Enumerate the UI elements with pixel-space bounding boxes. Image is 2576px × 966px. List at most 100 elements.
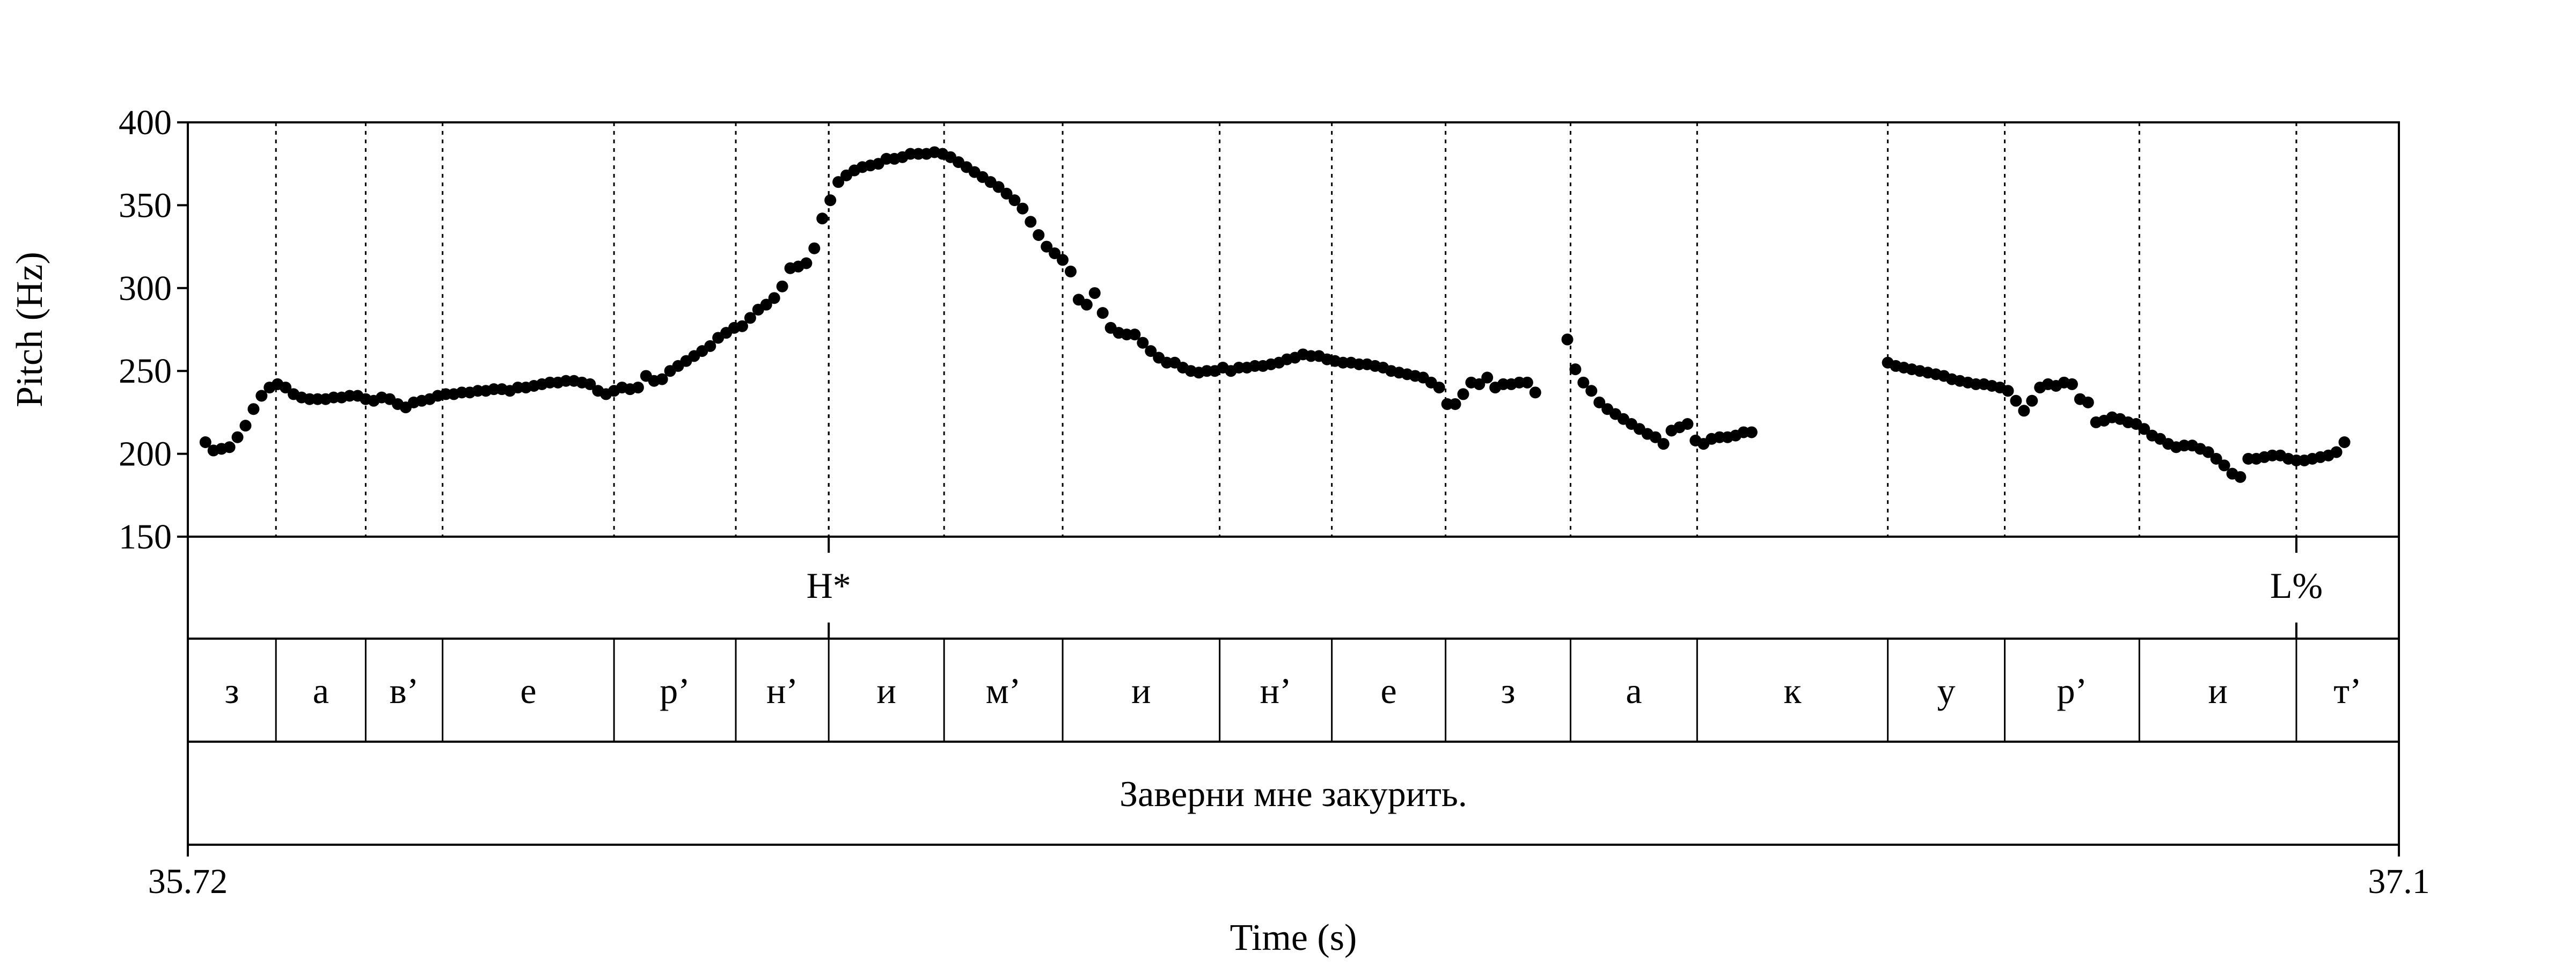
pitch-point	[1065, 265, 1077, 277]
pitch-point	[832, 176, 845, 188]
segment-label: р’	[2057, 670, 2088, 711]
sentence-label: Заверни мне закурить.	[1119, 773, 1467, 814]
pitch-point	[2002, 385, 2014, 397]
sentence-tier-frame	[187, 741, 2400, 846]
tone-label: H*	[807, 565, 851, 606]
tone-tier-frame	[187, 536, 2400, 640]
pitch-point	[1569, 363, 1582, 376]
pitch-point	[223, 441, 236, 453]
pitch-point	[1088, 287, 1101, 299]
segment-label: в’	[390, 670, 419, 711]
y-tick-label: 200	[119, 435, 172, 474]
x-tick-label: 35.72	[148, 862, 228, 901]
pitch-point	[1481, 371, 1494, 384]
pitch-point	[816, 213, 829, 225]
pitch-point	[1681, 418, 1694, 430]
pitch-point	[1096, 307, 1109, 319]
pitch-point	[1585, 385, 1598, 397]
pitch-point	[1145, 345, 1157, 357]
pitch-point	[1457, 388, 1469, 400]
pitch-point	[776, 280, 788, 292]
y-axis-title: Pitch (Hz)	[9, 252, 50, 407]
pitch-point	[1057, 254, 1069, 266]
x-axis-title: Time (s)	[1230, 917, 1357, 958]
pitch-point	[231, 431, 244, 443]
pitch-point	[1745, 426, 1758, 438]
pitch-point	[199, 436, 211, 448]
x-tick-label: 37.1	[2368, 862, 2430, 901]
pitch-point	[1657, 438, 1670, 450]
segment-boundary-gridlines	[275, 122, 2297, 537]
pitch-point	[1080, 298, 1093, 311]
pitch-point	[768, 292, 780, 304]
pitch-point	[2026, 394, 2038, 407]
pitch-point	[704, 340, 716, 352]
pitch-point	[1449, 398, 1461, 410]
pitch-point	[1529, 386, 1541, 399]
pitch-point	[2202, 446, 2214, 458]
segment-label: н’	[766, 670, 798, 711]
plot-area-frame	[187, 121, 2400, 538]
y-tick-label: 250	[119, 352, 172, 391]
segment-label: е	[1381, 670, 1397, 711]
sentence-tier: Заверни мне закурить.	[1119, 773, 1467, 814]
pitch-point	[2010, 394, 2022, 407]
segment-tier: з а в’ е р’ н’ и м’ и н’ е з а к у р’ и т’	[225, 639, 2362, 742]
pitch-point	[1521, 376, 1533, 389]
pitch-point	[2234, 471, 2246, 483]
pitch-point	[1000, 187, 1013, 200]
pitch-point	[1137, 336, 1149, 349]
y-tick-label: 400	[119, 103, 172, 142]
pitch-point	[1593, 396, 1606, 408]
pitch-point	[2210, 452, 2222, 465]
y-axis: 150 200 250 300 350 400	[119, 103, 188, 557]
segment-label: и	[2208, 670, 2227, 711]
pitch-point	[2082, 396, 2094, 408]
pitch-point	[584, 378, 596, 390]
segment-label: т’	[2333, 670, 2361, 711]
segment-label: и	[1131, 670, 1151, 711]
pitch-point	[2218, 459, 2230, 472]
pitch-point	[632, 382, 644, 394]
segment-label: к	[1783, 670, 1802, 711]
segment-label: з	[225, 670, 239, 711]
pitch-points	[199, 146, 2351, 483]
segment-label: р’	[660, 670, 690, 711]
pitch-point	[1649, 431, 1662, 443]
segment-label: з	[1501, 670, 1516, 711]
pitch-point	[255, 390, 268, 402]
segment-label: м’	[986, 670, 1021, 711]
y-tick-label: 300	[119, 269, 172, 308]
pitch-point	[1129, 328, 1141, 341]
pitch-point	[2338, 436, 2351, 448]
pitch-point	[1561, 333, 1574, 346]
pitch-point	[239, 420, 252, 432]
pitch-point	[1016, 202, 1029, 215]
pitch-point	[2330, 446, 2343, 458]
pitch-point	[744, 312, 756, 324]
segment-label: у	[1937, 670, 1956, 711]
y-tick-label: 150	[119, 517, 172, 557]
pitch-point	[1024, 216, 1037, 228]
pitch-point	[808, 242, 821, 254]
segment-label: е	[520, 670, 536, 711]
pitch-point	[824, 194, 837, 207]
pitch-point	[1433, 382, 1445, 394]
pitch-point	[2138, 423, 2150, 435]
segment-label: н’	[1260, 670, 1292, 711]
x-axis: 35.72 37.1	[148, 845, 2430, 901]
pitch-point	[1049, 247, 1061, 259]
pitch-point	[247, 403, 260, 415]
pitch-point	[1041, 240, 1053, 253]
pitch-point	[280, 382, 292, 394]
pitch-point	[992, 181, 1005, 193]
tone-label: L%	[2270, 565, 2323, 606]
segment-label: и	[876, 670, 896, 711]
y-tick-label: 350	[119, 186, 172, 225]
pitch-point	[800, 257, 813, 269]
pitch-point	[1577, 376, 1590, 389]
tone-tier: H* L%	[807, 537, 2323, 639]
pitch-point	[1008, 194, 1021, 207]
pitch-point	[2066, 378, 2078, 390]
